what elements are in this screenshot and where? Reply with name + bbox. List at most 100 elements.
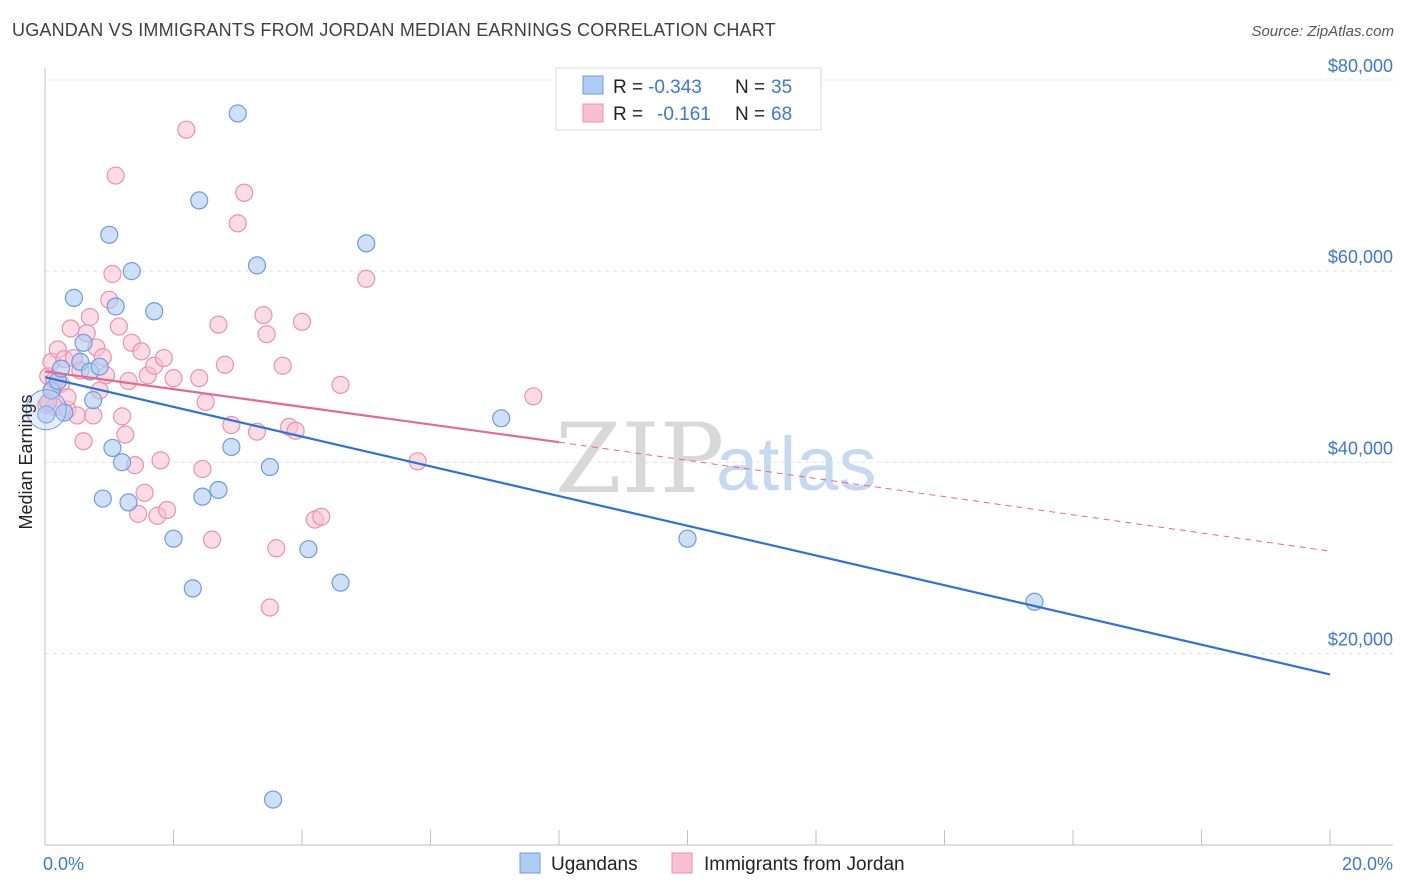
data-point-jordan [157,500,177,520]
data-point-jordan [135,483,154,502]
x-tick-label: 0.0% [43,854,84,874]
data-point-ugandans [55,403,74,422]
series-legend: Ugandans Immigrants from Jordan [519,852,905,875]
data-point-ugandans [64,288,84,307]
bottom-legend-swatch-jordan [671,852,693,874]
bottom-legend-label-jordan: Immigrants from Jordan [704,854,905,875]
data-point-jordan [177,120,196,139]
trend-line-jordan-extension [558,441,1331,552]
axes [44,68,1393,846]
data-point-ugandans [103,438,122,458]
data-point-jordan [196,392,215,412]
data-point-jordan [74,432,93,451]
watermark-atlas: atlas [716,422,877,507]
data-point-ugandans [90,357,109,376]
data-point-ugandans-large [25,389,67,431]
data-point-jordan [119,371,138,391]
series-ugandans-points [25,104,1044,809]
legend-swatch-ugandans [582,75,604,95]
legend-r-label-jordan: R = [613,104,643,125]
y-tick-label: $20,000 [1328,629,1393,649]
data-point-ugandans [263,790,283,809]
data-point-jordan [193,459,212,479]
data-point-jordan [273,356,292,375]
data-point-ugandans [164,529,183,548]
data-point-ugandans [222,437,241,457]
data-point-jordan [151,451,170,470]
trend-line-ugandans [44,376,1331,676]
data-point-ugandans [84,391,103,410]
data-point-ugandans [357,234,376,253]
data-point-jordan [84,406,103,425]
data-point-jordan [109,317,128,336]
data-point-jordan [357,269,376,288]
data-point-jordan [112,407,132,426]
data-point-ugandans [112,453,132,472]
y-tick-label: $80,000 [1328,56,1393,76]
legend-r-label-ugandans: R = [613,77,643,98]
data-point-jordan [260,598,279,617]
data-point-jordan [228,214,247,233]
data-point-ugandans [119,493,138,512]
legend-n-value-ugandans: 35 [771,77,792,98]
data-point-jordan [61,319,80,338]
data-point-ugandans [678,529,697,548]
y-tick-label: $60,000 [1328,247,1393,267]
x-tick-labels: 0.0% 20.0% [43,854,1393,874]
trend-lines [44,370,1331,676]
data-point-jordan [80,307,100,327]
data-point-ugandans [106,297,125,316]
data-point-ugandans [122,262,141,281]
data-point-ugandans [209,480,228,500]
watermark: ZIP atlas [555,403,877,515]
data-point-ugandans [74,333,93,352]
x-tick-label: 20.0% [1342,854,1393,874]
legend-n-label-ugandans: N = [735,77,765,98]
legend-n-label-jordan: N = [735,104,765,125]
data-point-jordan [331,375,350,394]
data-point-jordan [312,507,331,526]
series-jordan-points [37,120,543,617]
data-point-jordan [209,315,228,334]
data-point-ugandans [228,104,247,123]
data-point-jordan [292,312,312,331]
data-point-jordan [202,530,222,549]
data-point-ugandans [37,405,56,424]
data-point-jordan [116,425,135,444]
data-point-ugandans [299,540,318,559]
correlation-legend: R = -0.343 N = 35 R = -0.161 N = 68 [555,67,822,131]
data-point-jordan [267,539,286,558]
data-point-ugandans [190,191,209,210]
data-point-ugandans [93,489,112,508]
trend-line-jordan [44,370,560,444]
legend-n-value-jordan: 68 [771,104,792,125]
data-point-ugandans [247,256,267,275]
data-point-jordan [254,305,273,325]
data-point-ugandans [145,302,164,321]
chart-source: Source: ZipAtlas.com [1251,23,1394,40]
data-point-jordan [190,369,209,388]
data-point-jordan [106,166,125,185]
data-point-jordan [132,342,151,361]
data-point-ugandans [492,409,511,428]
legend-r-value-jordan: -0.161 [657,104,711,125]
chart-title: UGANDAN VS IMMIGRANTS FROM JORDAN MEDIAN… [12,20,776,40]
data-point-ugandans [193,487,212,506]
data-point-jordan [215,355,234,374]
y-axis-title: Median Earnings [16,394,36,529]
data-point-ugandans [100,225,119,244]
data-point-jordan [103,264,122,284]
gridlines [45,79,1393,654]
data-point-jordan [235,183,254,202]
legend-r-value-ugandans: -0.343 [648,77,702,98]
data-point-ugandans [260,457,279,477]
bottom-legend-label-ugandans: Ugandans [551,854,638,875]
bottom-legend-swatch-ugandans [519,852,541,874]
data-point-jordan [164,369,183,388]
data-point-jordan [257,325,276,344]
data-point-ugandans [183,579,202,598]
data-point-jordan [524,387,543,406]
y-tick-label: $40,000 [1328,438,1393,458]
data-point-ugandans [331,573,350,592]
